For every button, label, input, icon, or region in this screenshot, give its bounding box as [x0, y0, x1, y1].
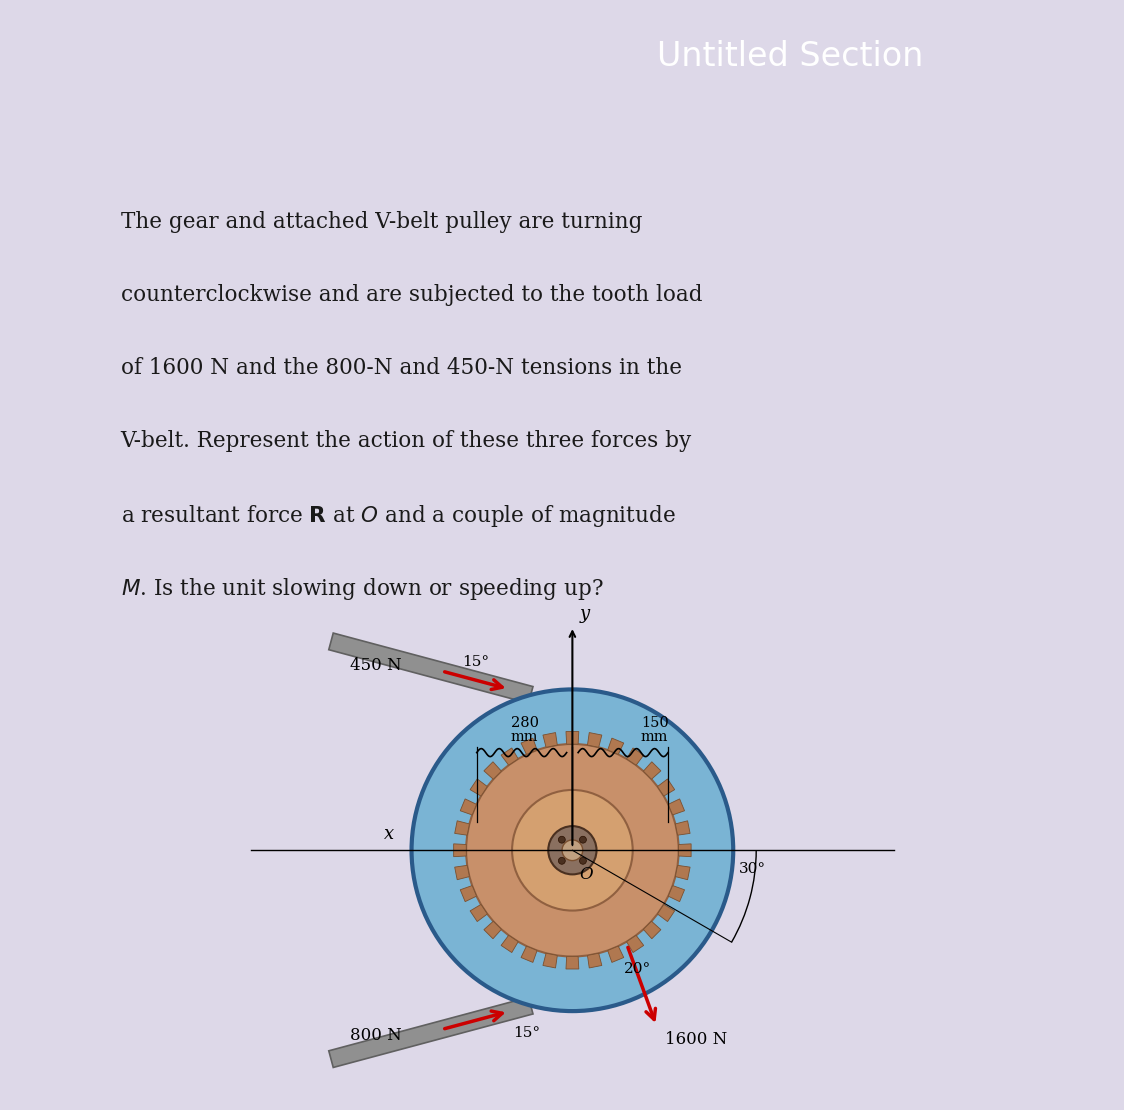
Circle shape	[559, 836, 565, 844]
Polygon shape	[669, 799, 685, 815]
Circle shape	[466, 744, 679, 957]
Polygon shape	[454, 844, 466, 857]
Polygon shape	[626, 748, 644, 765]
Text: a resultant force $\mathbf{R}$ at $\mathit{O}$ and a couple of magnitude: a resultant force $\mathbf{R}$ at $\math…	[120, 503, 676, 528]
Polygon shape	[543, 953, 558, 968]
Circle shape	[580, 857, 587, 865]
Text: y: y	[579, 605, 589, 624]
Text: x: x	[383, 826, 393, 844]
Polygon shape	[588, 733, 601, 747]
Polygon shape	[501, 936, 518, 952]
Text: 20°: 20°	[624, 962, 651, 977]
Circle shape	[513, 790, 633, 910]
Polygon shape	[522, 738, 537, 755]
Text: The gear and attached V-belt pulley are turning: The gear and attached V-belt pulley are …	[120, 211, 642, 233]
Polygon shape	[329, 997, 533, 1068]
Polygon shape	[676, 820, 690, 835]
Polygon shape	[455, 820, 470, 835]
Text: 30°: 30°	[738, 862, 767, 876]
Polygon shape	[566, 731, 579, 744]
Polygon shape	[329, 633, 533, 704]
Polygon shape	[608, 946, 624, 962]
Polygon shape	[658, 905, 674, 921]
Text: 1600 N: 1600 N	[665, 1031, 727, 1049]
Polygon shape	[455, 866, 470, 880]
Polygon shape	[643, 921, 661, 939]
Text: O: O	[579, 866, 592, 884]
Polygon shape	[608, 738, 624, 755]
Circle shape	[411, 689, 733, 1011]
Circle shape	[562, 840, 582, 860]
Polygon shape	[501, 748, 518, 765]
Text: 150
mm: 150 mm	[641, 716, 669, 744]
Text: 800 N: 800 N	[350, 1027, 401, 1043]
Text: 450 N: 450 N	[351, 657, 401, 674]
Polygon shape	[658, 779, 674, 796]
Circle shape	[580, 836, 587, 844]
Circle shape	[559, 857, 565, 865]
Text: 15°: 15°	[514, 1027, 541, 1040]
Polygon shape	[460, 886, 477, 901]
Polygon shape	[484, 761, 501, 779]
Polygon shape	[676, 866, 690, 880]
Polygon shape	[588, 953, 601, 968]
Text: Untitled Section: Untitled Section	[658, 40, 924, 73]
Circle shape	[549, 826, 597, 875]
Polygon shape	[470, 905, 488, 921]
Text: V-belt. Represent the action of these three forces by: V-belt. Represent the action of these th…	[120, 430, 692, 452]
Text: of 1600 N and the 800-N and 450-N tensions in the: of 1600 N and the 800-N and 450-N tensio…	[120, 356, 681, 379]
Polygon shape	[460, 799, 477, 815]
Text: $\mathit{M}$. Is the unit slowing down or speeding up?: $\mathit{M}$. Is the unit slowing down o…	[120, 575, 604, 602]
Polygon shape	[484, 921, 501, 939]
Polygon shape	[626, 936, 644, 952]
Text: 15°: 15°	[462, 655, 489, 669]
Polygon shape	[543, 733, 558, 747]
Polygon shape	[470, 779, 488, 796]
Text: 280
mm: 280 mm	[510, 716, 538, 744]
Polygon shape	[643, 761, 661, 779]
Polygon shape	[566, 957, 579, 969]
Polygon shape	[522, 946, 537, 962]
Polygon shape	[679, 844, 691, 857]
Polygon shape	[669, 886, 685, 901]
Text: counterclockwise and are subjected to the tooth load: counterclockwise and are subjected to th…	[120, 284, 702, 306]
